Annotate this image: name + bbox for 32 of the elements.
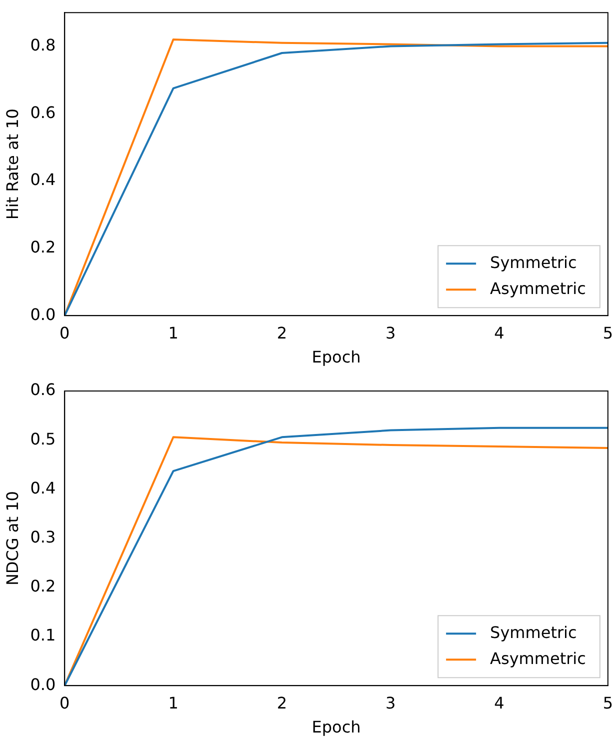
legend-label: Asymmetric bbox=[490, 278, 586, 298]
x-tick-label: 0 bbox=[60, 693, 70, 712]
legend-label: Symmetric bbox=[490, 252, 577, 272]
x-tick-label: 2 bbox=[276, 323, 288, 342]
y-tick-label: 0.0 bbox=[30, 674, 56, 694]
y-tick-label: 0.5 bbox=[30, 429, 56, 448]
x-tick-label: 4 bbox=[494, 693, 504, 712]
y-tick-label: 0.6 bbox=[30, 102, 56, 122]
x-tick-label: 0 bbox=[60, 323, 70, 342]
x-axis-title: Epoch bbox=[312, 348, 361, 367]
x-tick-label: 2 bbox=[276, 693, 288, 712]
x-tick-label: 1 bbox=[168, 323, 178, 342]
y-axis-title: NDCG at 10 bbox=[2, 491, 22, 586]
y-tick-label: 0.4 bbox=[30, 478, 56, 498]
y-tick-label: 0.2 bbox=[30, 576, 56, 596]
y-tick-label: 0.6 bbox=[30, 380, 56, 400]
x-axis-title: Epoch bbox=[312, 718, 361, 737]
y-axis-title: Hit Rate at 10 bbox=[2, 108, 22, 220]
legend-label: Symmetric bbox=[490, 622, 577, 642]
y-tick-label: 0.4 bbox=[30, 170, 56, 190]
x-tick-label: 3 bbox=[386, 323, 396, 342]
y-tick-label: 0.0 bbox=[30, 304, 56, 324]
x-tick-label: 3 bbox=[386, 693, 396, 712]
x-tick-label: 5 bbox=[602, 693, 614, 712]
x-tick-label: 4 bbox=[494, 323, 504, 342]
y-tick-label: 0.8 bbox=[30, 35, 56, 54]
legend-label: Asymmetric bbox=[490, 648, 586, 668]
y-tick-label: 0.2 bbox=[30, 237, 56, 256]
x-tick-label: 1 bbox=[168, 693, 178, 712]
y-tick-label: 0.3 bbox=[30, 527, 56, 546]
y-tick-label: 0.1 bbox=[30, 626, 56, 645]
x-tick-label: 5 bbox=[602, 323, 614, 342]
